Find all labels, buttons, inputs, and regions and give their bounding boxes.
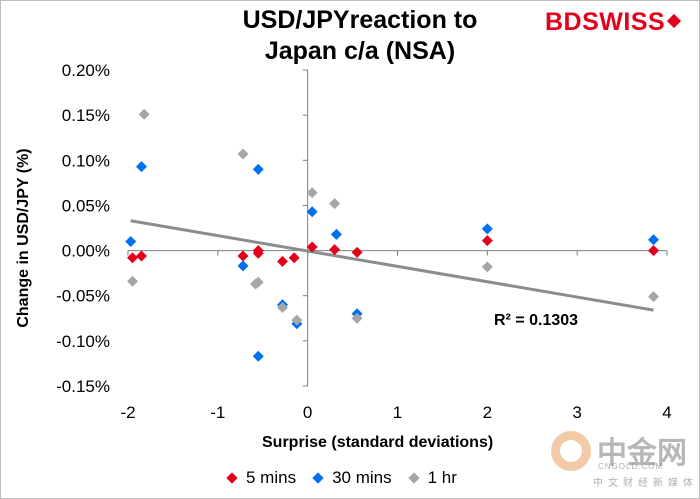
data-point-1-hr [237, 148, 249, 160]
brand-logo-swiss: SWISS [582, 8, 666, 36]
watermark-subtext: CNGOLD.COM [598, 462, 664, 471]
data-point-5-mins [329, 244, 341, 256]
chart-title-line-1: USD/JPYreaction to [242, 6, 478, 34]
legend-marker-5-mins [226, 472, 238, 484]
data-point-1-hr [481, 261, 493, 273]
data-point-30-mins [252, 163, 264, 175]
data-point-1-hr [250, 278, 262, 290]
x-tick-label: -2 [120, 403, 135, 422]
data-point-5-mins [288, 252, 300, 264]
watermark-tagline: 中文财经新媒体 [593, 478, 698, 489]
data-point-1-hr [126, 275, 138, 287]
r-squared-annotation: R² = 0.1303 [494, 312, 579, 329]
data-point-5-mins [126, 252, 138, 264]
legend-marker-30-mins [312, 472, 324, 484]
chart-legend: 5 mins 30 mins 1 hr [226, 468, 457, 488]
legend-label-1-hr: 1 hr [427, 468, 457, 487]
legend-marker-1-hr [407, 472, 420, 484]
y-tick-label: 0.00% [62, 242, 110, 261]
data-point-1-hr [138, 108, 150, 120]
data-point-1-hr [306, 187, 318, 199]
data-point-30-mins [481, 223, 493, 235]
x-axis-label: Surprise (standard deviations) [262, 434, 494, 451]
data-point-30-mins [252, 350, 264, 362]
data-point-30-mins [330, 228, 342, 240]
data-point-1-hr [329, 198, 341, 210]
data-point-5-mins [351, 246, 363, 258]
y-tick-label: -0.05% [56, 287, 110, 306]
x-tick-label: 3 [572, 403, 581, 422]
legend-label-5-mins: 5 mins [246, 468, 297, 487]
data-point-5-mins [237, 250, 249, 262]
x-tick-label: 0 [303, 403, 312, 422]
legend-item-5-mins: 5 mins [226, 468, 297, 488]
y-tick-label: 0.20% [62, 61, 110, 80]
data-point-30-mins [135, 161, 147, 173]
legend-item-30-mins: 30 mins [312, 468, 392, 488]
x-tick-label: 2 [483, 403, 492, 422]
data-point-1-hr [277, 301, 289, 313]
data-point-30-mins [648, 234, 660, 246]
data-point-5-mins [135, 250, 147, 262]
data-point-1-hr [351, 312, 363, 324]
chart-title-line-2: Japan c/a (NSA) [264, 37, 456, 65]
watermark-logo-icon [551, 431, 591, 471]
brand-logo-bd: BD [545, 8, 583, 36]
legend-item-1-hr: 1 hr [407, 468, 457, 488]
x-tick-label: 1 [393, 403, 402, 422]
x-tick-label: -1 [210, 403, 225, 422]
data-point-5-mins [252, 247, 264, 259]
trend-line [130, 219, 654, 312]
y-tick-label: -0.10% [56, 332, 110, 351]
data-point-5-mins [277, 255, 289, 267]
y-tick-label: 0.10% [62, 151, 110, 170]
data-point-5-mins [648, 245, 660, 257]
data-point-1-hr [291, 314, 303, 326]
data-point-5-mins [306, 241, 318, 253]
y-axis-label: Change in USD/JPY (%) [15, 148, 32, 328]
y-tick-label: 0.15% [62, 106, 110, 125]
watermark-text: 中金网 [597, 437, 687, 470]
data-point-30-mins [237, 260, 249, 272]
y-tick-label: -0.15% [56, 377, 110, 396]
brand-logo: BDSWISS [545, 8, 682, 37]
data-point-5-mins [481, 235, 493, 247]
data-point-30-mins [306, 206, 318, 218]
x-tick-label: 4 [662, 403, 671, 422]
legend-label-30-mins: 30 mins [332, 468, 392, 487]
y-tick-label: 0.05% [62, 196, 110, 215]
data-point-1-hr [648, 291, 660, 303]
data-point-30-mins [125, 236, 137, 248]
